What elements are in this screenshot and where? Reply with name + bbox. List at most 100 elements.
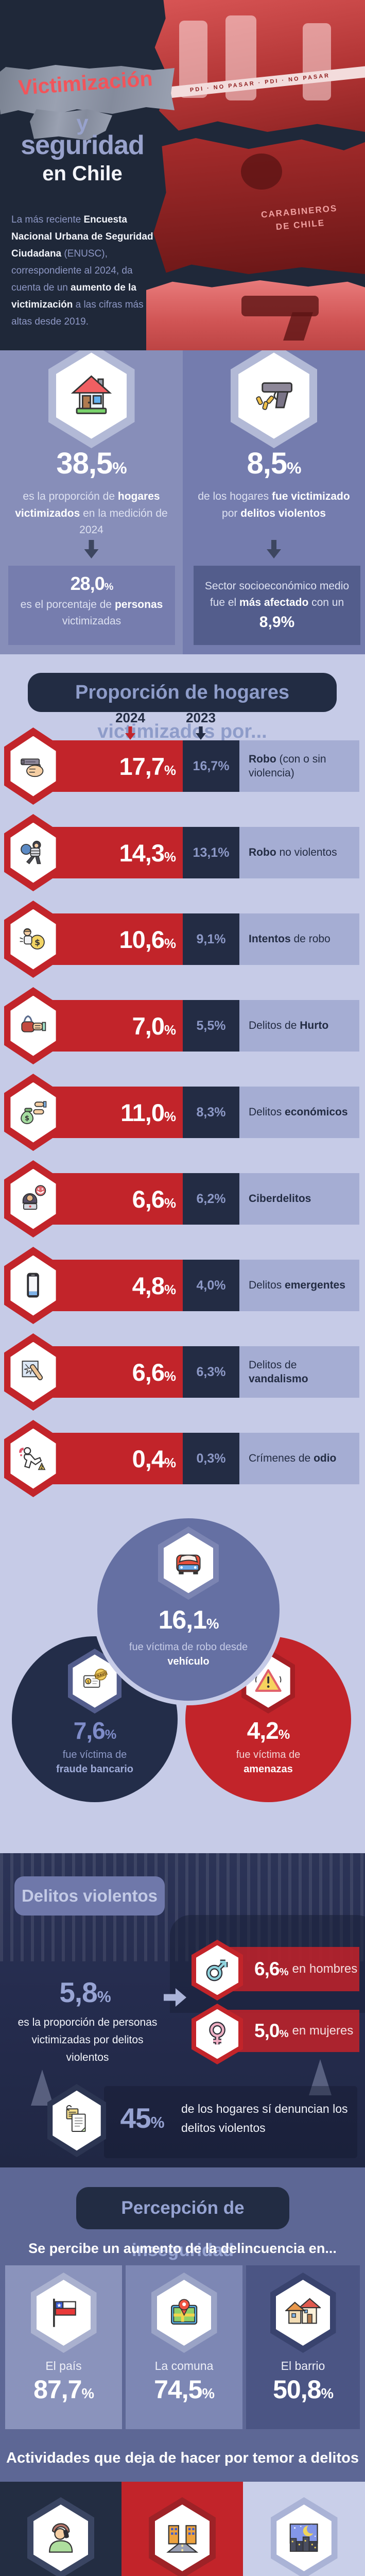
perception-section: Percepción de inseguridad Se percibe un … <box>0 2167 365 2482</box>
activity-phone: 66,9% Usar celular y/o artículos electró… <box>0 2482 121 2576</box>
men-bar: 6,6% en hombres <box>227 1947 359 1991</box>
report-overlay-box <box>104 2086 357 2158</box>
table-row-hurto: 7,0% 5,5% Delitos de Hurto <box>0 987 365 1064</box>
economic-crime-icon <box>4 1074 62 1151</box>
crime-scene-photo: PDI · NO PASAR · PDI · NO PASAR <box>154 0 365 132</box>
house-icon <box>48 350 135 448</box>
violent-persons-description: es la proporción de personas victimizada… <box>18 2016 158 2064</box>
table-row-vandalismo: 6,6% 6,3% Delitos de vandalismo <box>0 1333 365 1411</box>
households-summary: 38,5% es la proporción de hogares victim… <box>0 350 183 654</box>
bank-fraud-description: fue víctima de fraude bancario <box>56 1749 134 1775</box>
place-percentage: 50,8% <box>273 2375 334 2404</box>
page-title-line2: y <box>76 111 89 135</box>
intro-paragraph: La más reciente Encuesta Nacional Urbana… <box>11 214 153 328</box>
threats-percentage: 4,2% <box>247 1717 290 1744</box>
women-suffix: en mujeres <box>292 2024 354 2038</box>
perception-subtitle: Se percibe un aumento de la delincuencia… <box>28 2241 337 2256</box>
cybercrime-icon <box>4 1160 62 1238</box>
traffic-cone <box>31 2070 54 2106</box>
place-country: El país 87,7% <box>5 2265 122 2429</box>
women-bar: 5,0% en mujeres <box>227 2010 359 2052</box>
place-percentage: 87,7% <box>33 2375 94 2404</box>
armed-robbery-icon <box>4 727 62 805</box>
table-row-robo-no-violento: 14,3% 13,1% Robo no violentos <box>0 814 365 891</box>
table-row-ciberdelitos: 6,6% 6,2% Ciberdelitos <box>0 1160 365 1238</box>
table-row-robo: 17,7% 16,7% Robo (con o sin violencia) <box>0 727 365 805</box>
vandalism-icon <box>4 1333 62 1411</box>
summary-section: 38,5% es la proporción de hogares victim… <box>0 350 365 654</box>
persons-description: es el porcentaje de personas victimizada… <box>20 599 163 627</box>
socioeconomic-box: Sector socioeconómico medio fue el más a… <box>194 566 360 645</box>
report-icon <box>47 2084 106 2157</box>
down-arrow-icon <box>267 540 281 558</box>
header-section: PDI · NO PASAR · PDI · NO PASAR CARABINE… <box>0 0 365 350</box>
report-description: de los hogares sí denuncian los delitos … <box>181 2102 348 2134</box>
value-2023: 16,7% <box>183 740 239 792</box>
night-out-icon <box>270 2497 338 2576</box>
place-label: El barrio <box>281 2359 325 2372</box>
robbery-attempt-icon <box>4 901 62 978</box>
hate-crime-icon <box>4 1420 62 1497</box>
page-title-line3: seguridad <box>21 130 145 160</box>
women-percentage: 5,0% <box>254 2020 289 2041</box>
traffic-cone <box>309 2059 332 2095</box>
men-percentage: 6,6% <box>254 1958 289 1979</box>
phone-in-public-icon <box>27 2497 94 2576</box>
vehicle-theft-percentage: 16,1% <box>158 1605 219 1634</box>
vehicle-theft-bubble: 16,1% fue víctima de robo desde vehículo <box>93 1514 284 1705</box>
threats-description: fue víctima de amenazas <box>236 1749 301 1775</box>
table-title: Proporción de hogares victimizados por..… <box>28 673 337 742</box>
down-arrow-icon <box>84 540 99 558</box>
bank-fraud-percentage: 7,6% <box>73 1717 116 1744</box>
table-row-intentos: 10,6% 9,1% Intentos de robo <box>0 901 365 978</box>
place-label: La comuna <box>154 2359 214 2372</box>
activity-walk-areas: 65,0% Caminar en ciertas áreas o lugares <box>121 2482 243 2576</box>
map-icon <box>151 2273 217 2353</box>
perception-title: Percepción de inseguridad <box>76 2187 289 2260</box>
activities-title: Actividades que deja de hacer por temor … <box>6 2450 359 2466</box>
households-percentage: 38,5% <box>56 447 127 480</box>
column-header-2024: 2024 <box>115 710 145 725</box>
pistol-icon <box>231 350 317 448</box>
page-title-line4: en Chile <box>42 162 123 185</box>
vehicle-theft-description: fue víctima de robo desde vehículo <box>129 1641 248 1667</box>
socioeconomic-description: Sector socioeconómico medio fue el más a… <box>204 580 350 631</box>
persons-percentage: 28,0% <box>70 573 114 594</box>
violent-percentage: 8,5% <box>247 447 302 480</box>
male-icon <box>192 1940 243 2001</box>
table-row-odio: 0,4% 0,3% Crímenes de odio <box>0 1420 365 1497</box>
police-officer-photo: CARABINEROS DE CHILE <box>153 138 365 274</box>
vest-text: CARABINEROS DE CHILE <box>260 203 338 232</box>
victimization-table-section: Proporción de hogares victimizados por..… <box>0 654 365 1504</box>
gun-photo <box>146 280 365 350</box>
place-percentage: 74,5% <box>154 2375 215 2404</box>
column-header-2023: 2023 <box>186 710 216 725</box>
emerging-crime-icon <box>4 1247 62 1324</box>
place-commune: La comuna 74,5% <box>126 2265 242 2429</box>
activities-grid: 66,9% Usar celular y/o artículos electró… <box>0 2482 365 2576</box>
crime-label: Robo (con o sin violencia) <box>239 740 359 792</box>
report-percentage: 45% <box>120 2102 164 2134</box>
bubbles-section: 7,6% fue víctima de fraude bancario 4,2%… <box>0 1504 365 1853</box>
chile-flag-icon <box>30 2273 97 2353</box>
bank-fraud-bubble: 7,6% fue víctima de fraude bancario <box>12 1636 178 1802</box>
violent-crimes-title: Delitos violentos <box>14 1876 165 1916</box>
persons-victimized-box: 28,0% es el porcentaje de personas victi… <box>8 566 175 645</box>
households-description: es la proporción de hogares victimizados… <box>15 490 168 536</box>
female-icon <box>192 2004 243 2064</box>
burglar-icon <box>4 814 62 891</box>
violent-crimes-summary: 8,5% de los hogares fue victimizado por … <box>183 350 365 654</box>
men-suffix: en hombres <box>292 1962 358 1976</box>
purse-snatch-icon <box>4 987 62 1064</box>
car-icon <box>158 1527 219 1600</box>
neighborhood-icon <box>270 2273 336 2353</box>
certain-areas-icon <box>149 2497 216 2576</box>
place-label: El país <box>45 2359 82 2372</box>
table-row-emergentes: 4,8% 4,0% Delitos emergentes <box>0 1247 365 1324</box>
violent-crimes-section: Delitos violentos 5,8% es la proporción … <box>0 1853 365 2167</box>
violent-description: de los hogares fue victimizado por delit… <box>198 490 350 519</box>
table-row-economicos: 11,0% 8,3% Delitos económicos <box>0 1074 365 1151</box>
place-neighborhood: El barrio 50,8% <box>246 2265 360 2429</box>
violent-persons-percentage: 5,8% <box>59 1976 111 2008</box>
activity-night-out: 64,3% Salir de noche <box>243 2482 365 2576</box>
